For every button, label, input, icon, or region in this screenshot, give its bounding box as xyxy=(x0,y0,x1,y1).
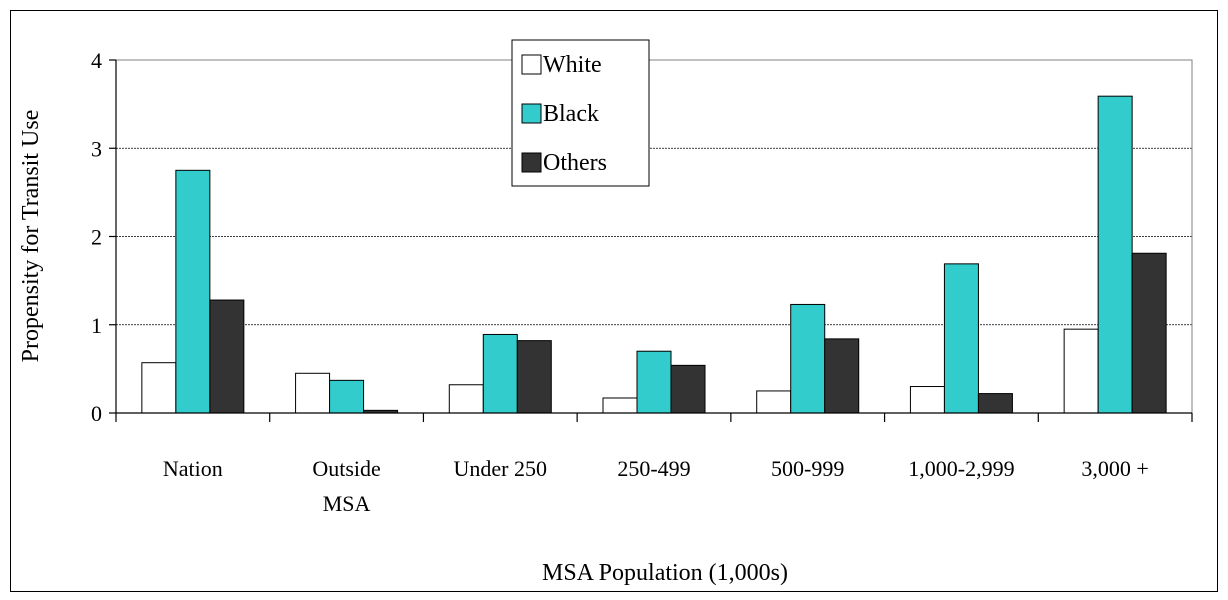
gridlines xyxy=(116,147,1192,326)
y-tick-label: 2 xyxy=(91,225,102,250)
legend: White Black Others xyxy=(511,39,650,187)
y-tick-label: 1 xyxy=(91,313,102,338)
bars-group xyxy=(141,95,1167,414)
bar-black xyxy=(175,169,211,414)
bar-white xyxy=(756,390,792,414)
legend-label-white: White xyxy=(543,52,602,78)
y-tick-label: 4 xyxy=(91,48,102,73)
legend-label-black: Black xyxy=(543,101,599,127)
x-category-label: 250-499 xyxy=(617,456,690,481)
bar-others xyxy=(977,393,1013,414)
x-category-label: 1,000-2,999 xyxy=(908,456,1014,481)
bar-black xyxy=(636,350,672,414)
y-tick-labels: 0 1 2 3 4 xyxy=(91,48,102,426)
legend-swatch-others xyxy=(521,152,542,173)
x-category-label: 500-999 xyxy=(771,456,844,481)
bar-others xyxy=(1131,252,1167,414)
x-category-label: Under 250 xyxy=(454,456,547,481)
bar-black xyxy=(943,263,979,414)
y-tick-label: 3 xyxy=(91,136,102,161)
bar-others xyxy=(824,338,860,414)
bar-white xyxy=(1063,328,1099,414)
bar-white xyxy=(448,384,484,414)
axes xyxy=(109,59,1193,422)
bar-white xyxy=(295,372,331,414)
x-tick-labels: Nation Outside MSA Under 250 250-499 500-999 1… xyxy=(163,456,1149,516)
bar-black xyxy=(790,303,826,414)
bar-black xyxy=(329,379,365,414)
x-category-label: Nation xyxy=(163,456,223,481)
legend-swatch-black xyxy=(521,103,542,124)
bar-others xyxy=(670,364,706,414)
bar-white xyxy=(909,386,945,414)
bar-black xyxy=(1097,95,1133,414)
x-category-label: Outside MSA xyxy=(312,456,380,516)
x-axis-title: MSA Population (1,000s) xyxy=(542,560,788,586)
bar-black xyxy=(482,333,518,414)
bar-white xyxy=(141,362,177,414)
bar-others xyxy=(209,299,245,414)
bar-white xyxy=(602,397,638,414)
bar-others xyxy=(516,340,552,414)
legend-swatch-white xyxy=(521,54,542,75)
legend-label-others: Others xyxy=(543,150,607,176)
y-tick-label: 0 xyxy=(91,401,102,426)
y-axis-title: Propensity for Transit Use xyxy=(18,110,44,363)
x-category-label: 3,000 + xyxy=(1081,456,1148,481)
